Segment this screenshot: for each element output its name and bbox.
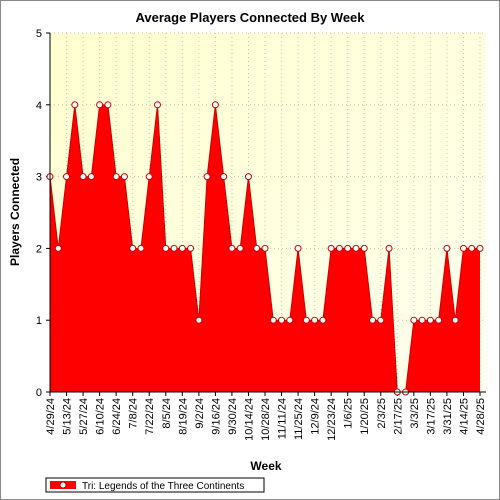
marker: [129, 244, 137, 252]
x-tick-label: 1/20/25: [359, 398, 371, 435]
marker: [418, 316, 426, 324]
y-tick-label: 1: [36, 315, 42, 327]
marker: [468, 244, 476, 252]
marker: [435, 316, 443, 324]
x-tick-label: 5/27/24: [78, 398, 90, 435]
marker: [162, 244, 170, 252]
marker: [211, 101, 219, 109]
legend-box: [45, 477, 265, 493]
x-tick-label: 3/31/25: [442, 398, 454, 435]
y-tick-label: 5: [36, 28, 42, 40]
y-tick-label: 3: [36, 172, 42, 184]
marker: [228, 244, 236, 252]
x-tick-label: 8/5/24: [161, 398, 173, 429]
marker: [327, 244, 335, 252]
marker: [120, 173, 128, 181]
marker: [145, 173, 153, 181]
x-tick-label: 1/6/25: [343, 398, 355, 429]
marker: [278, 316, 286, 324]
marker: [154, 101, 161, 109]
marker: [203, 173, 211, 181]
marker: [236, 244, 244, 252]
marker: [410, 316, 418, 324]
x-tick-label: 10/28/24: [260, 398, 272, 441]
x-tick-label: 8/19/24: [177, 398, 189, 435]
x-tick-label: 3/17/25: [425, 398, 437, 435]
y-tick-label: 4: [36, 100, 42, 112]
marker: [335, 244, 343, 252]
marker: [344, 244, 352, 252]
marker: [476, 244, 484, 252]
marker: [426, 316, 434, 324]
marker: [302, 316, 310, 324]
marker: [459, 244, 467, 252]
y-axis-label: Players Connected: [8, 158, 22, 266]
marker: [286, 316, 294, 324]
x-tick-label: 6/24/24: [111, 398, 123, 435]
chart-title: Average Players Connected By Week: [135, 10, 365, 25]
marker: [244, 173, 252, 181]
marker: [220, 173, 228, 181]
marker: [360, 244, 368, 252]
x-tick-label: 9/16/24: [210, 398, 222, 435]
marker: [269, 316, 277, 324]
marker: [195, 316, 203, 324]
marker: [112, 173, 120, 181]
x-tick-label: 9/2/24: [194, 398, 206, 429]
marker: [319, 316, 327, 324]
x-tick-label: 11/25/24: [293, 398, 305, 440]
x-tick-label: 12/23/24: [326, 398, 338, 441]
x-tick-label: 2/3/25: [376, 398, 388, 429]
marker: [443, 244, 451, 252]
marker: [385, 244, 393, 252]
legend-marker: [59, 481, 67, 489]
marker: [87, 173, 95, 181]
x-tick-label: 10/14/24: [243, 398, 255, 441]
x-tick-label: 4/28/25: [475, 398, 487, 435]
y-tick-label: 0: [36, 387, 42, 399]
x-tick-label: 5/13/24: [62, 398, 74, 435]
x-tick-label: 9/30/24: [227, 398, 239, 435]
x-tick-label: 3/3/25: [409, 398, 421, 429]
marker: [294, 244, 302, 252]
marker: [451, 316, 459, 324]
marker: [369, 316, 376, 324]
x-tick-label: 11/11/24: [277, 398, 289, 439]
marker: [377, 316, 385, 324]
x-axis-label: Week: [250, 459, 281, 473]
marker: [54, 244, 62, 252]
marker: [137, 244, 145, 252]
x-tick-label: 4/14/25: [458, 398, 470, 435]
marker: [63, 173, 71, 181]
marker: [352, 244, 360, 252]
marker: [79, 173, 87, 181]
marker: [104, 101, 112, 109]
x-tick-label: 6/10/24: [95, 398, 107, 435]
marker: [71, 101, 79, 109]
x-tick-label: 7/8/24: [128, 398, 140, 429]
x-tick-label: 12/9/24: [310, 398, 322, 435]
marker: [253, 244, 261, 252]
legend-label: Tri: Legends of the Three Continents: [82, 481, 244, 492]
y-tick-label: 2: [36, 243, 42, 255]
marker: [170, 244, 178, 252]
marker: [178, 244, 186, 252]
x-tick-label: 2/17/25: [392, 398, 404, 435]
marker: [96, 101, 104, 109]
marker: [261, 244, 269, 252]
marker: [187, 244, 195, 252]
marker: [311, 316, 319, 324]
x-tick-label: 7/22/24: [144, 398, 156, 435]
x-tick-label: 4/29/24: [45, 398, 57, 435]
